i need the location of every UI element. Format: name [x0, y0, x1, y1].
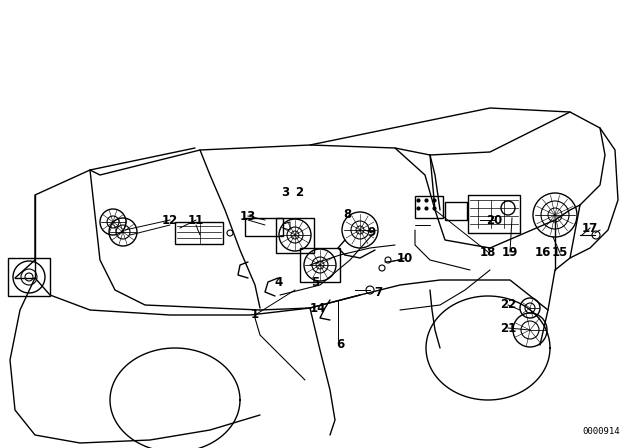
Text: 4: 4 — [275, 276, 283, 289]
Text: 6: 6 — [336, 339, 344, 352]
Text: 12: 12 — [162, 214, 178, 227]
Text: 0000914: 0000914 — [582, 427, 620, 436]
Text: 19: 19 — [502, 246, 518, 258]
Text: 14: 14 — [310, 302, 326, 314]
Bar — [175, 222, 223, 244]
Text: 17: 17 — [582, 221, 598, 234]
Text: 7: 7 — [374, 287, 382, 300]
Text: 1: 1 — [251, 309, 259, 322]
Bar — [276, 218, 314, 253]
Bar — [445, 202, 467, 220]
Text: 15: 15 — [552, 246, 568, 259]
Text: 3: 3 — [281, 186, 289, 199]
Text: 16: 16 — [535, 246, 551, 259]
Text: 5: 5 — [311, 276, 319, 289]
Text: 22: 22 — [500, 298, 516, 311]
Text: 13: 13 — [240, 210, 256, 223]
Text: 11: 11 — [188, 214, 204, 227]
Text: 18: 18 — [480, 246, 496, 258]
Bar — [245, 218, 283, 236]
Bar — [300, 248, 340, 282]
Text: 9: 9 — [368, 227, 376, 240]
Text: 2: 2 — [295, 186, 303, 199]
Text: 21: 21 — [500, 322, 516, 335]
Text: 8: 8 — [343, 208, 351, 221]
Text: 20: 20 — [486, 214, 502, 227]
Bar — [415, 196, 443, 218]
Bar — [468, 195, 520, 233]
Text: 10: 10 — [397, 251, 413, 264]
